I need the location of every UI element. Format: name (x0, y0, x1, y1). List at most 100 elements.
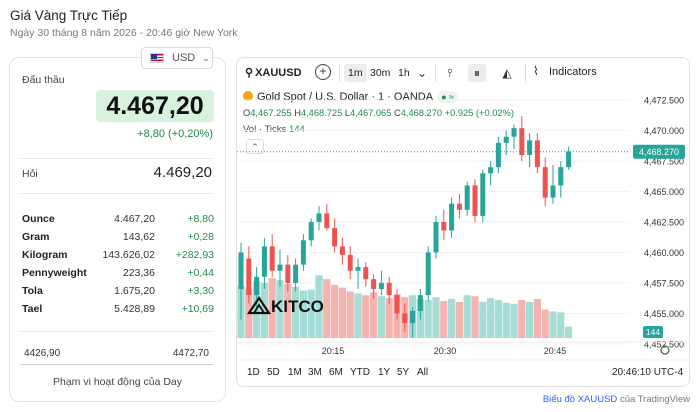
y-tick-label: 4,457.500 (644, 278, 684, 288)
candle-body (410, 310, 416, 324)
candle-body (456, 203, 462, 210)
area-style-icon[interactable]: ◭ (502, 66, 512, 80)
search-icon: ⚲ (245, 67, 254, 79)
indicators-icon[interactable]: ⌇ (533, 64, 539, 78)
us-flag-icon (150, 53, 164, 63)
unit-name: Kilogram (22, 249, 68, 261)
volume-bar (533, 299, 541, 338)
divider (20, 193, 213, 194)
unit-name: Ounce (22, 213, 55, 225)
timeframe-30m[interactable]: 30m (370, 67, 391, 79)
candle-body (371, 279, 377, 289)
volume-bar (253, 281, 261, 338)
y-tick-label: 4,455.000 (644, 309, 684, 319)
chevron-down-icon[interactable]: ⌄ (416, 66, 428, 80)
volume-bar (245, 288, 253, 338)
page-title: Giá Vàng Trực Tiếp (10, 8, 128, 23)
candle-body (472, 185, 478, 216)
unit-row: Ounce 4.467,20 +8,80 (22, 213, 214, 227)
volume-bar (237, 285, 245, 338)
candle-body (363, 267, 369, 280)
volume-bar (385, 298, 393, 338)
range-all[interactable]: All (417, 367, 429, 378)
candle-body (566, 151, 572, 168)
unit-row: Gram 143,62 +0,28 (22, 231, 214, 245)
x-tick-label: 20:15 (322, 346, 345, 356)
unit-change: +0,44 (187, 267, 214, 279)
range-3m[interactable]: 3M (308, 367, 322, 378)
x-tick-label: 20:45 (544, 346, 567, 356)
range-1m[interactable]: 1M (288, 367, 302, 378)
indicators-button[interactable]: Indicators (549, 66, 597, 78)
candle-body (261, 246, 267, 277)
y-tick-label: 4,467.500 (644, 157, 684, 167)
y-tick-label: 4,470.000 (644, 126, 684, 136)
timeframe-1h[interactable]: 1h (398, 67, 410, 79)
unit-price: 143,62 (122, 231, 155, 243)
bar-style-icon[interactable]: ⫯ (447, 66, 453, 80)
volume-bar (299, 290, 307, 338)
range-1y[interactable]: 1Y (378, 367, 391, 378)
candle-body (441, 222, 447, 231)
change-value: +0.925 (+0.02%) (444, 108, 514, 118)
volume-legend: Vol · Ticks 144 (243, 124, 305, 135)
settings-gear-icon[interactable] (660, 345, 670, 355)
candle-body (277, 264, 283, 271)
candle-body (308, 222, 314, 241)
volume-bar (331, 284, 339, 338)
chart-link[interactable]: Biểu đồ XAUUSD (542, 394, 618, 405)
candle-body (495, 142, 501, 168)
close-value: 4,468.270 (400, 108, 443, 118)
unit-price: 223,36 (122, 267, 155, 279)
candle-body (246, 258, 252, 296)
low-label: L (344, 108, 351, 118)
volume-bar (323, 279, 331, 338)
candle-body (347, 254, 353, 271)
candle-body (238, 252, 244, 289)
range-ytd[interactable]: YTD (350, 367, 370, 378)
currency-select[interactable]: USD ⌄ (141, 47, 213, 69)
volume-bar (377, 296, 385, 338)
range-5d[interactable]: 5D (267, 367, 280, 378)
kitco-wordmark: KITCO (271, 297, 324, 316)
unit-change: +8,80 (187, 213, 214, 225)
candle-body (550, 185, 556, 198)
ask-price: 4.469,20 (153, 164, 212, 181)
range-1d[interactable]: 1D (247, 367, 260, 378)
candle-body (394, 295, 400, 314)
series-title: Gold Spot / U.S. Dollar · 1 · OANDA (257, 91, 434, 103)
unit-row: Kilogram 143.626,02 +282,93 (22, 249, 214, 263)
unit-change: +0,28 (187, 231, 214, 243)
chart-toolbar: ⚲ XAUUSD + 1m 30m 1h ⌄ ⫯ ⏸ ◭ ⌇ Indicators (237, 58, 689, 88)
unit-row: Pennyweight 223,36 +0,44 (22, 267, 214, 281)
candle-body (558, 167, 564, 186)
candle-body (449, 203, 455, 231)
candle-body (503, 136, 509, 143)
volume-bar (549, 311, 557, 338)
timeframe-1m[interactable]: 1m (344, 64, 367, 82)
volume-bar (393, 294, 401, 338)
unit-price: 5.428,89 (114, 303, 155, 315)
candle-body (542, 167, 548, 198)
volume-label: Vol · Ticks (243, 124, 287, 135)
volume-bar (557, 312, 565, 338)
divider (20, 331, 213, 332)
volume-bar (260, 282, 268, 338)
unit-change: +282,93 (175, 249, 214, 261)
gold-icon (243, 91, 253, 101)
symbol-search[interactable]: ⚲ XAUUSD (245, 66, 302, 79)
tradingview-attribution: Biểu đồ XAUUSD của TradingView (543, 394, 690, 405)
low-value: 4,467.065 (350, 108, 392, 118)
collapse-legend-button[interactable]: ⌃ (246, 139, 264, 154)
candle-body (511, 128, 517, 137)
range-6m[interactable]: 6M (329, 367, 343, 378)
volume-bar (276, 280, 284, 338)
unit-row: Tola 1.675,20 +3,30 (22, 285, 214, 299)
candle-body (285, 264, 291, 283)
range-5y[interactable]: 5Y (397, 367, 410, 378)
candle-body (293, 264, 299, 283)
volume-bar (284, 283, 292, 338)
compare-add-icon[interactable]: + (315, 64, 331, 80)
candles-icon[interactable]: ⏸ (468, 64, 486, 82)
